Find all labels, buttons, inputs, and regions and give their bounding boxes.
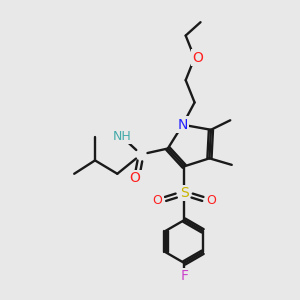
Text: F: F — [180, 269, 188, 283]
Text: O: O — [130, 171, 141, 185]
Text: O: O — [192, 51, 203, 65]
Text: NH: NH — [112, 130, 131, 143]
Text: O: O — [206, 194, 216, 207]
Text: N: N — [178, 118, 188, 132]
Text: O: O — [152, 194, 162, 207]
Text: S: S — [180, 186, 189, 200]
